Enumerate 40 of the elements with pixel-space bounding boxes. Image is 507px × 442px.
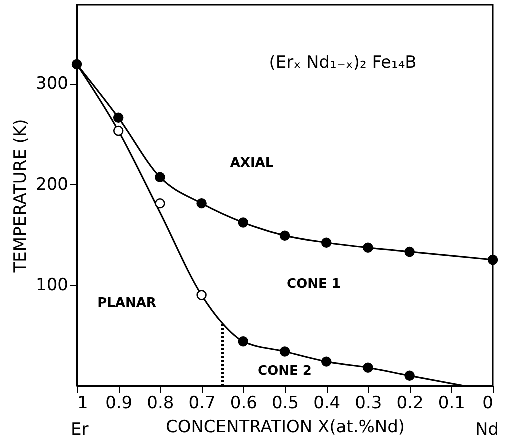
point: [238, 336, 249, 347]
point: [280, 230, 290, 241]
point: [196, 290, 207, 300]
x-tick-label: 0.2: [396, 394, 424, 414]
x-tick-label: 0.9: [106, 394, 133, 414]
y-axis-title: TEMPERATURE (K): [11, 119, 32, 274]
x-tick-label: 0.3: [355, 394, 382, 414]
point: [321, 238, 332, 248]
x-tick-label: 0.1: [438, 394, 466, 414]
annotation: CONE 1: [287, 277, 341, 292]
point: [113, 126, 124, 136]
point: [404, 246, 415, 258]
x-tick-label: 0.4: [314, 394, 341, 414]
annotation: (Erₓ Nd₁₋ₓ)₂ Fe₁₄B: [269, 53, 417, 73]
x-tick-label: 0: [482, 394, 494, 414]
x-tick-label: 0.5: [272, 394, 300, 414]
point: [280, 346, 290, 357]
text: Nd: [475, 420, 499, 440]
x-tick-label: 0.6: [230, 394, 258, 414]
point: [363, 242, 374, 254]
point: [113, 112, 124, 123]
x-axis-title: CONCENTRATION X(at.%Nd): [166, 418, 406, 438]
annotation: CONE 2: [258, 364, 312, 379]
y-tick-label: 200: [36, 174, 68, 195]
annotation: AXIAL: [230, 156, 274, 171]
y-tick-label: 300: [36, 74, 68, 94]
point: [196, 198, 207, 209]
point: [321, 356, 332, 367]
point: [488, 254, 498, 266]
point: [155, 172, 166, 182]
x-tick-label: 1: [78, 394, 88, 414]
point: [363, 362, 374, 373]
point: [404, 370, 415, 382]
text: Er: [71, 420, 89, 440]
x-tick-label: 0.7: [188, 394, 216, 414]
x-tick-label: 0.8: [147, 394, 174, 414]
point: [155, 198, 166, 209]
y-tick-label: 100: [36, 276, 68, 296]
annotation: PLANAR: [98, 296, 156, 311]
point: [238, 218, 249, 228]
